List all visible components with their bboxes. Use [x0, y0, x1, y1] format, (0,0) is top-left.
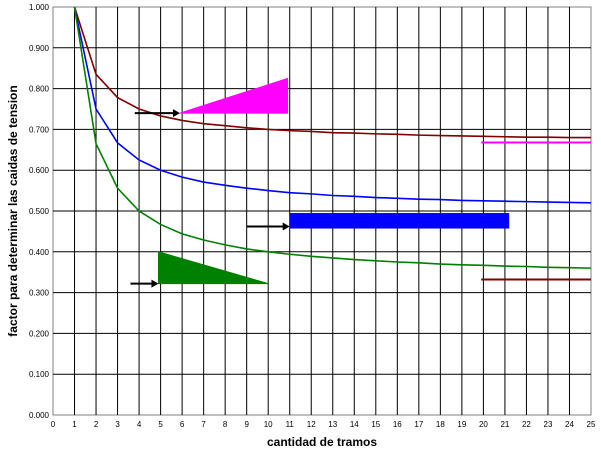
x-tick-label-11: 11 — [286, 420, 295, 429]
x-tick-label-15: 15 — [371, 420, 380, 429]
x-tick-label-2: 2 — [94, 420, 99, 429]
annotation-arrow-6-head — [151, 279, 159, 288]
annotation-triangle-1 — [179, 77, 289, 114]
x-tick-label-3: 3 — [115, 420, 120, 429]
x-tick-label-13: 13 — [328, 420, 337, 429]
x-tick-label-12: 12 — [307, 420, 316, 429]
x-tick-label-17: 17 — [414, 420, 423, 429]
y-tick-label-0.300: 0.300 — [29, 289, 50, 298]
x-tick-label-10: 10 — [264, 420, 273, 429]
x-tick-label-8: 8 — [223, 420, 228, 429]
x-tick-label-19: 19 — [457, 420, 466, 429]
annotation-rectangle-2 — [289, 213, 510, 229]
x-tick-label-6: 6 — [180, 420, 185, 429]
x-tick-label-23: 23 — [544, 420, 553, 429]
y-tick-label-0.400: 0.400 — [29, 248, 50, 257]
annotation-arrow-5-head — [282, 222, 290, 231]
gridlines — [53, 7, 591, 415]
series-line-3 — [73, 6, 592, 269]
y-axis-title: factor para determinar las caidas de ten… — [6, 85, 20, 336]
annotations-layer — [130, 77, 591, 288]
x-tick-label-20: 20 — [479, 420, 488, 429]
x-tick-label-22: 22 — [522, 420, 531, 429]
x-tick-label-16: 16 — [393, 420, 402, 429]
y-tick-label-0.000: 0.000 — [29, 411, 50, 420]
x-tick-label-25: 25 — [587, 420, 596, 429]
series-line-2 — [73, 6, 592, 204]
annotation-arrow-6 — [130, 279, 159, 288]
y-tick-label-0.900: 0.900 — [29, 44, 50, 53]
annotation-triangle-3 — [157, 251, 269, 285]
annotation-arrow-4 — [134, 109, 180, 118]
series-layer — [73, 6, 592, 269]
x-tick-label-0: 0 — [51, 420, 56, 429]
x-tick-label-24: 24 — [565, 420, 574, 429]
annotation-arrow-4-head — [172, 109, 180, 118]
y-tick-label-0.200: 0.200 — [29, 329, 50, 338]
y-tick-label-0.500: 0.500 — [29, 207, 50, 216]
annotation-arrow-5 — [246, 222, 290, 231]
tick-labels: 0 1 2 3 4 5 6 7 8 9 10 11 12 13 14 15 16 17 18 19 20 21 22 23 24… — [29, 3, 596, 429]
y-tick-label-0.700: 0.700 — [29, 125, 50, 134]
y-tick-label-1.000: 1.000 — [29, 3, 50, 12]
y-tick-label-0.100: 0.100 — [29, 370, 50, 379]
x-tick-label-9: 9 — [244, 420, 249, 429]
x-tick-label-14: 14 — [350, 420, 359, 429]
x-tick-label-21: 21 — [500, 420, 509, 429]
x-tick-label-1: 1 — [72, 420, 77, 429]
x-tick-label-18: 18 — [436, 420, 445, 429]
x-tick-label-7: 7 — [201, 420, 206, 429]
y-tick-label-0.600: 0.600 — [29, 166, 50, 175]
y-tick-label-0.800: 0.800 — [29, 85, 50, 94]
x-axis-title: cantidad de tramos — [267, 435, 377, 449]
series-line-1 — [73, 6, 591, 139]
x-tick-label-5: 5 — [158, 420, 163, 429]
x-tick-label-4: 4 — [137, 420, 142, 429]
